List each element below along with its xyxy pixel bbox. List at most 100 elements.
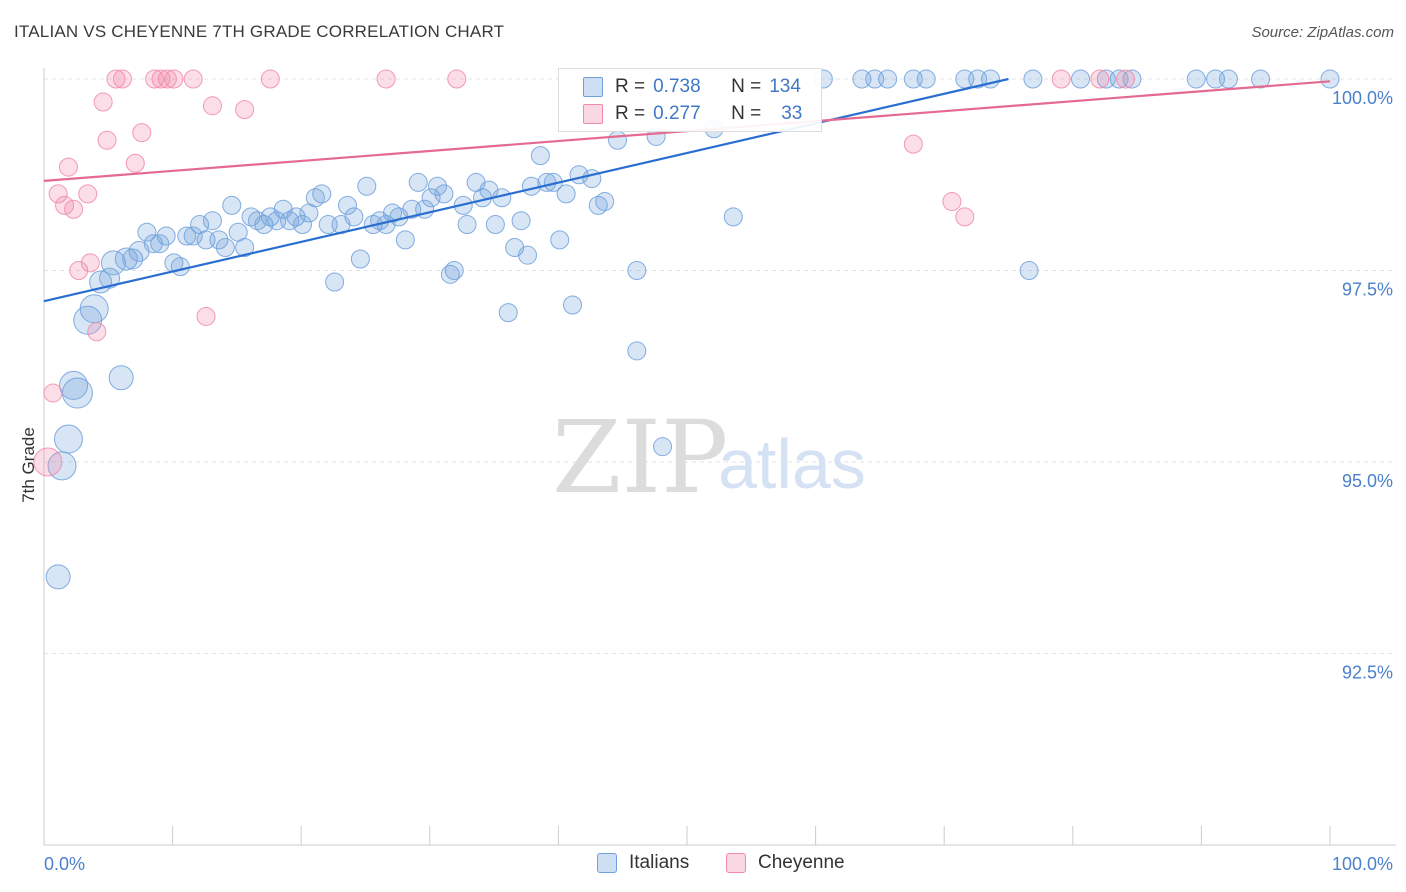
data-point-italians: [156, 226, 176, 246]
data-point-italians: [150, 234, 170, 254]
data-point-italians: [1218, 69, 1238, 89]
data-point-cheyenne: [64, 199, 84, 219]
data-point-cheyenne: [97, 130, 117, 150]
data-point-cheyenne: [183, 69, 203, 89]
data-point-italians: [878, 69, 898, 89]
data-point-italians: [723, 207, 743, 227]
data-point-italians: [183, 226, 203, 246]
series-swatch-italians: [597, 853, 617, 873]
data-point-italians: [511, 211, 531, 231]
data-point-italians: [337, 195, 357, 215]
data-point-italians: [457, 215, 477, 235]
data-point-italians: [170, 257, 190, 277]
series-label-italians: Italians: [629, 852, 690, 873]
data-point-cheyenne: [78, 184, 98, 204]
data-point-italians: [518, 245, 538, 265]
legend-r-label: R =: [615, 76, 646, 97]
data-point-cheyenne: [157, 69, 177, 89]
data-point-italians: [325, 272, 345, 292]
data-point-italians: [53, 424, 83, 454]
data-point-italians: [1019, 261, 1039, 280]
watermark: ZIP atlas: [552, 399, 866, 516]
data-point-italians: [563, 295, 583, 315]
data-point-italians: [45, 564, 71, 590]
legend-n-label: N =: [731, 76, 762, 97]
series-legend-cheyenne[interactable]: Cheyenne: [726, 852, 845, 874]
data-point-italians: [653, 437, 673, 457]
data-point-italians: [235, 238, 255, 258]
y-tick-label: 95.0%: [1342, 471, 1393, 491]
data-point-italians: [177, 226, 197, 246]
legend-row-italians: R = 0.738 N = 134: [583, 75, 801, 99]
data-point-cheyenne: [260, 69, 280, 89]
data-point-italians: [395, 230, 415, 250]
chart-title: ITALIAN VS CHEYENNE 7TH GRADE CORRELATIO…: [14, 22, 505, 41]
data-point-italians: [421, 188, 441, 208]
data-point-cheyenne: [942, 192, 962, 212]
legend-swatch-cheyenne: [583, 104, 603, 124]
data-point-cheyenne: [69, 261, 89, 280]
data-point-italians: [485, 215, 505, 235]
data-point-cheyenne: [164, 69, 184, 89]
data-point-cheyenne: [58, 157, 78, 177]
data-point-italians: [286, 207, 306, 227]
series-swatch-cheyenne: [726, 853, 746, 873]
data-point-cheyenne: [106, 69, 126, 89]
data-point-cheyenne: [447, 69, 467, 89]
data-point-italians: [114, 247, 138, 271]
data-point-italians: [434, 184, 454, 204]
data-point-cheyenne: [376, 69, 396, 89]
data-point-italians: [498, 303, 518, 323]
legend-row-cheyenne: R = 0.277 N = 33: [583, 102, 802, 126]
data-point-italians: [530, 146, 550, 166]
tick-labels: 100.0% 97.5% 95.0% 92.5% 0.0% 100.0%: [44, 88, 1393, 874]
data-point-cheyenne: [955, 207, 975, 227]
data-point-cheyenne: [112, 69, 132, 89]
x-tick-label: 0.0%: [44, 854, 85, 874]
data-point-italians: [202, 211, 222, 231]
data-point-cheyenne: [125, 153, 145, 173]
data-point-cheyenne: [196, 306, 216, 326]
y-tick-label: 92.5%: [1342, 663, 1393, 683]
data-point-italians: [99, 267, 121, 289]
y-axis-title: 7th Grade: [19, 427, 38, 503]
data-point-italians: [79, 294, 109, 324]
data-point-italians: [595, 192, 615, 212]
data-point-italians: [1251, 69, 1271, 89]
data-point-italians: [292, 215, 312, 235]
data-point-cheyenne: [132, 123, 152, 143]
data-point-italians: [1320, 69, 1340, 89]
data-point-italians: [254, 215, 274, 235]
data-point-italians: [344, 207, 364, 227]
data-point-italians: [608, 130, 628, 150]
data-point-cheyenne: [33, 447, 63, 477]
axes: [43, 68, 1396, 846]
data-point-cheyenne: [1116, 69, 1136, 89]
data-point-cheyenne: [93, 92, 113, 112]
data-point-italians: [444, 261, 464, 280]
y-tick-label: 100.0%: [1332, 88, 1393, 108]
data-point-italians: [100, 250, 126, 276]
series-legend-italians[interactable]: Italians: [597, 852, 689, 874]
data-point-italians: [556, 184, 576, 204]
series-label-cheyenne: Cheyenne: [758, 852, 845, 873]
x-tick-label: 100.0%: [1332, 854, 1393, 874]
legend-r-value: 0.277: [653, 103, 701, 124]
data-point-italians: [1023, 69, 1043, 89]
series-legend: Italians Cheyenne: [0, 852, 1406, 878]
data-point-italians: [209, 230, 229, 250]
data-point-italians: [1071, 69, 1091, 89]
data-point-italians: [222, 195, 242, 215]
data-point-italians: [582, 169, 602, 189]
trend-line-italians: [43, 77, 1009, 303]
data-point-italians: [1186, 69, 1206, 89]
data-point-italians: [59, 370, 89, 400]
watermark-zip: ZIP: [552, 399, 728, 516]
data-point-cheyenne: [80, 253, 100, 273]
watermark-atlas: atlas: [718, 425, 866, 503]
data-point-italians: [627, 261, 647, 280]
data-point-cheyenne: [202, 96, 222, 116]
data-point-italians: [428, 176, 448, 196]
data-point-cheyenne: [235, 100, 255, 120]
data-point-italians: [312, 184, 332, 204]
